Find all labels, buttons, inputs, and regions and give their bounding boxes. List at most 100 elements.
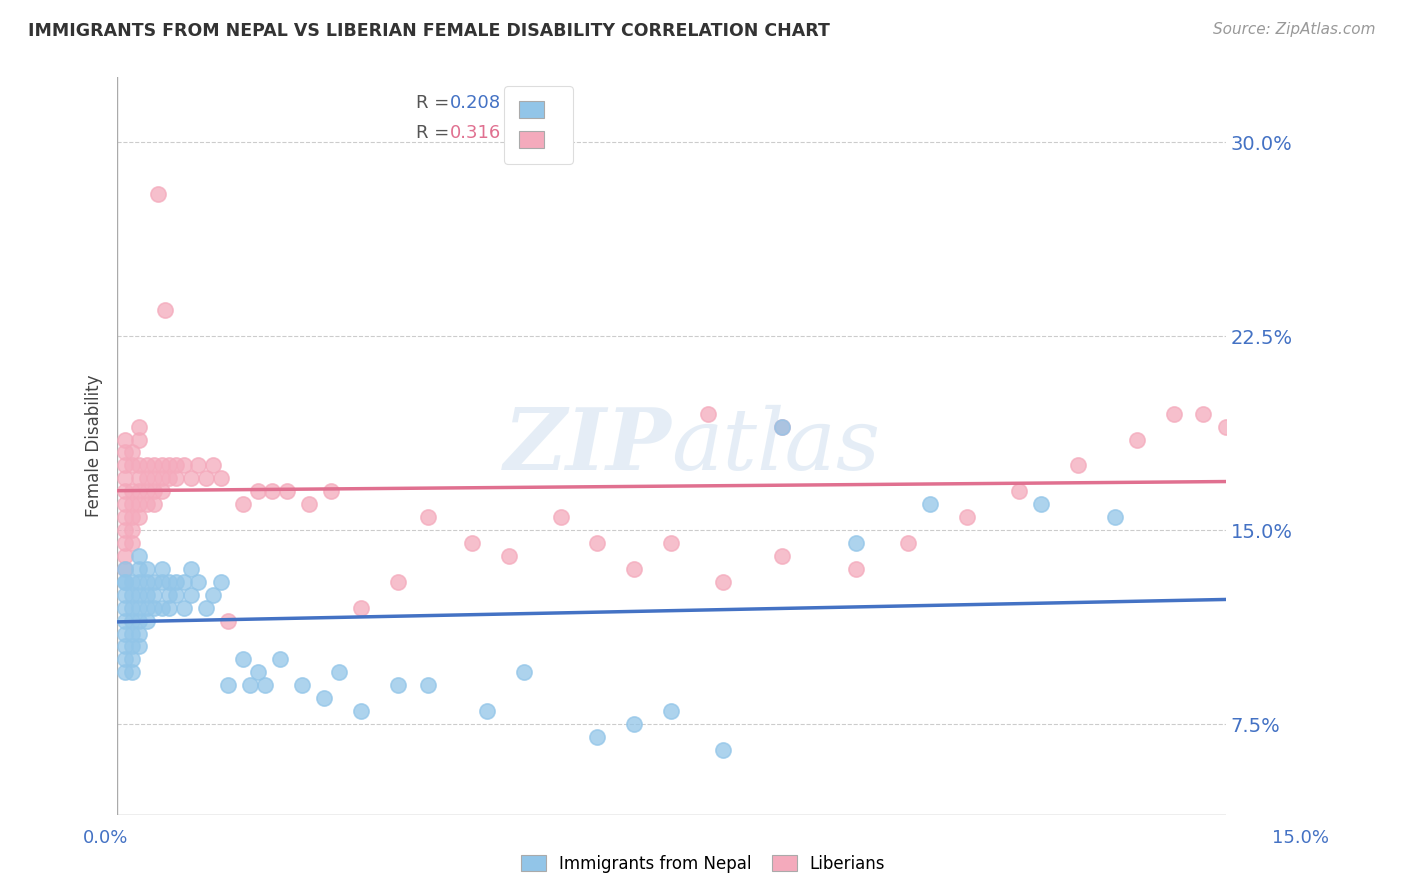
Point xyxy=(135,458,157,473)
Point xyxy=(114,458,136,473)
Point xyxy=(114,536,136,550)
Point xyxy=(550,510,572,524)
Point xyxy=(121,510,143,524)
Point xyxy=(121,536,143,550)
Point xyxy=(135,574,157,589)
Point xyxy=(770,419,793,434)
Point xyxy=(173,574,195,589)
Point xyxy=(121,588,143,602)
Point xyxy=(143,497,166,511)
Point xyxy=(416,510,439,524)
Point xyxy=(114,600,136,615)
Point xyxy=(1067,458,1090,473)
Point xyxy=(114,445,136,459)
Point xyxy=(1126,433,1149,447)
Point xyxy=(135,471,157,485)
Point xyxy=(1229,433,1251,447)
Point xyxy=(135,497,157,511)
Point xyxy=(121,484,143,499)
Point xyxy=(187,458,209,473)
Point xyxy=(623,717,645,731)
Point xyxy=(209,574,232,589)
Point xyxy=(150,574,173,589)
Point xyxy=(291,678,314,692)
Point xyxy=(114,574,136,589)
Point xyxy=(143,458,166,473)
Point xyxy=(143,588,166,602)
Legend: Immigrants from Nepal, Liberians: Immigrants from Nepal, Liberians xyxy=(515,848,891,880)
Point xyxy=(194,471,217,485)
Point xyxy=(165,574,187,589)
Point xyxy=(114,665,136,680)
Point xyxy=(586,536,609,550)
Point xyxy=(114,588,136,602)
Point xyxy=(194,600,217,615)
Point xyxy=(128,484,150,499)
Text: 0.208: 0.208 xyxy=(450,95,501,112)
Point xyxy=(114,574,136,589)
Point xyxy=(114,497,136,511)
Point xyxy=(246,665,269,680)
Point xyxy=(239,678,262,692)
Point xyxy=(262,484,284,499)
Point xyxy=(314,691,336,706)
Point xyxy=(121,458,143,473)
Point xyxy=(128,458,150,473)
Point xyxy=(253,678,276,692)
Point xyxy=(180,471,202,485)
Point xyxy=(246,484,269,499)
Point xyxy=(956,510,979,524)
Point xyxy=(121,652,143,666)
Point xyxy=(143,484,166,499)
Point xyxy=(269,652,291,666)
Point xyxy=(121,614,143,628)
Point xyxy=(114,549,136,563)
Point xyxy=(328,665,350,680)
Point xyxy=(1029,497,1052,511)
Point xyxy=(770,419,793,434)
Y-axis label: Female Disability: Female Disability xyxy=(86,375,103,517)
Point xyxy=(128,588,150,602)
Point xyxy=(135,484,157,499)
Text: atlas: atlas xyxy=(672,405,880,487)
Point xyxy=(173,458,195,473)
Point xyxy=(150,562,173,576)
Text: 73: 73 xyxy=(533,95,555,112)
Text: N =: N = xyxy=(499,95,551,112)
Point xyxy=(1244,419,1267,434)
Point xyxy=(114,562,136,576)
Point xyxy=(128,419,150,434)
Point xyxy=(128,600,150,615)
Text: N =: N = xyxy=(499,124,551,142)
Point xyxy=(150,484,173,499)
Point xyxy=(217,614,239,628)
Point xyxy=(1215,419,1237,434)
Text: IMMIGRANTS FROM NEPAL VS LIBERIAN FEMALE DISABILITY CORRELATION CHART: IMMIGRANTS FROM NEPAL VS LIBERIAN FEMALE… xyxy=(28,22,830,40)
Point xyxy=(121,574,143,589)
Text: 0.316: 0.316 xyxy=(450,124,501,142)
Text: Source: ZipAtlas.com: Source: ZipAtlas.com xyxy=(1212,22,1375,37)
Point xyxy=(114,433,136,447)
Point xyxy=(232,497,254,511)
Point xyxy=(150,471,173,485)
Point xyxy=(711,574,734,589)
Point xyxy=(165,458,187,473)
Point xyxy=(150,458,173,473)
Point xyxy=(298,497,321,511)
Point xyxy=(475,704,498,718)
Point xyxy=(461,536,484,550)
Point xyxy=(350,600,373,615)
Point xyxy=(114,652,136,666)
Point xyxy=(1104,510,1126,524)
Point xyxy=(498,549,520,563)
Point xyxy=(135,562,157,576)
Point xyxy=(209,471,232,485)
Point xyxy=(128,640,150,654)
Point xyxy=(416,678,439,692)
Text: ZIP: ZIP xyxy=(503,404,672,488)
Point xyxy=(321,484,343,499)
Point xyxy=(146,186,169,201)
Text: 79: 79 xyxy=(533,124,555,142)
Point xyxy=(128,562,150,576)
Point xyxy=(114,471,136,485)
